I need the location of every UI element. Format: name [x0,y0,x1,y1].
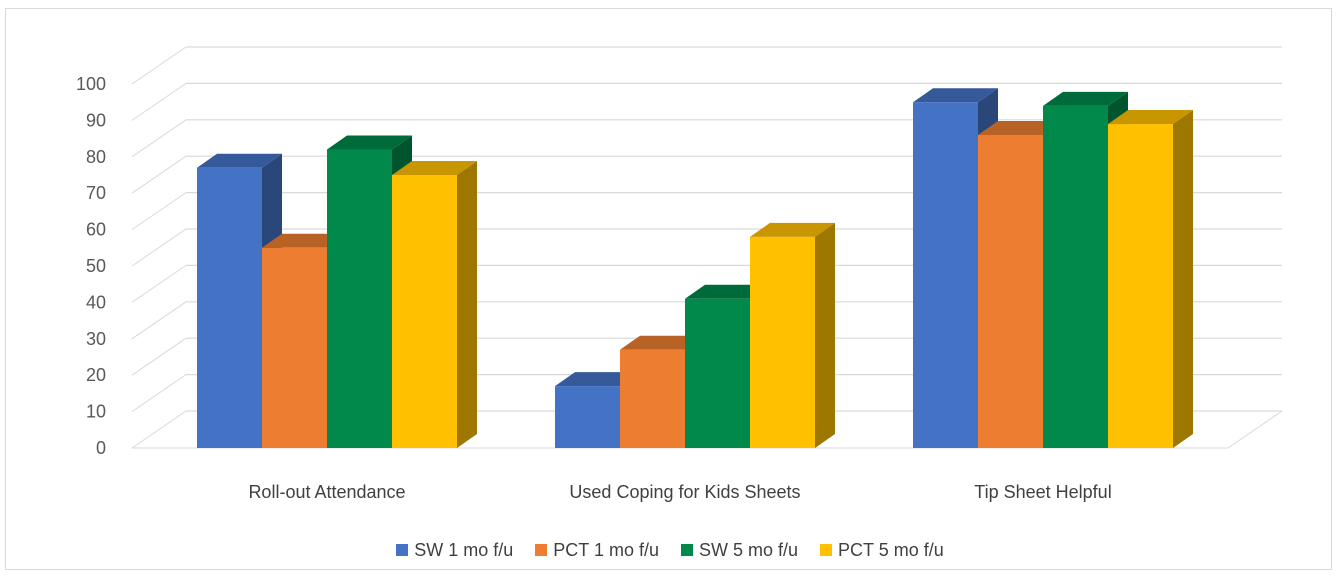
gridline-diagonal [131,264,187,303]
y-tick-label: 90 [86,110,106,130]
gridline-diagonal [131,301,187,340]
bar-top-face [327,135,412,150]
y-tick-label: 100 [76,74,106,94]
legend-swatch [396,544,409,556]
bar [1108,110,1193,448]
legend-label: SW 5 mo f/u [699,539,799,560]
legend-item: SW 1 mo f/u [396,540,513,561]
bar-top-face [197,153,282,168]
bar-front-face [262,247,327,448]
x-category-label: Used Coping for Kids Sheets [569,482,800,502]
y-axis-ticks: 0 10 20 30 40 50 60 70 80 90 100 [76,74,106,458]
bar-top-face [555,372,640,387]
floor-right-edge [1227,410,1283,449]
bar-front-face [1043,105,1108,448]
y-tick-label: 80 [86,147,106,167]
bar [392,161,477,448]
legend-swatch [681,544,693,556]
y-tick-label: 70 [86,183,106,203]
legend-label: PCT 1 mo f/u [553,539,659,560]
bar-front-face [685,298,750,448]
bar-front-face [555,386,620,448]
y-tick-label: 30 [86,329,106,349]
legend-label: PCT 5 mo f/u [838,539,944,560]
bar-top-face [978,120,1063,135]
y-tick-label: 10 [86,402,106,422]
bar-series [197,88,1193,449]
gridline-diagonal [131,410,187,449]
gridline-diagonal [131,46,187,85]
x-category-label: Roll-out Attendance [248,482,405,502]
gridline-diagonal [131,82,187,121]
y-tick-label: 60 [86,220,106,240]
legend-swatch [535,544,548,556]
x-axis-labels: Roll-out Attendance Used Coping for Kids … [248,482,1111,502]
bar-top-face [620,335,705,350]
legend-swatch [820,544,833,556]
bar [750,222,835,448]
legend-item: PCT 5 mo f/u [820,540,944,561]
legend-label: SW 1 mo f/u [414,539,514,560]
y-tick-label: 50 [86,256,106,276]
gridline-diagonal [131,155,187,194]
bar-top-face [685,284,770,299]
bar-front-face [197,167,262,448]
bar-front-face [913,102,978,448]
x-category-label: Tip Sheet Helpful [974,482,1111,502]
bar-top-face [1043,91,1128,106]
bar-front-face [327,149,392,448]
bar-top-face [1108,110,1193,125]
y-tick-label: 0 [96,438,106,458]
bar-side-face [1173,110,1193,448]
bar-front-face [750,236,815,448]
y-tick-label: 40 [86,292,106,312]
gridline-diagonal [131,119,187,158]
y-tick-label: 20 [86,365,106,385]
bar-front-face [978,134,1043,448]
bar-front-face [1108,124,1173,448]
bar-top-face [913,88,998,103]
legend-item: SW 5 mo f/u [681,540,798,561]
bar-side-face [457,161,477,448]
gridline-diagonal [131,192,187,231]
gridline-diagonal [131,337,187,376]
bar-side-face [815,222,835,448]
bar-top-face [392,161,477,175]
gridline-diagonal [131,374,187,413]
bar-front-face [620,349,685,448]
gridline-diagonal [131,228,187,267]
legend: SW 1 mo f/u PCT 1 mo f/u SW 5 mo f/u PCT 5 … [0,536,1340,564]
bar-front-face [392,175,457,448]
bar-top-face [262,233,347,248]
legend-item: PCT 1 mo f/u [535,540,659,561]
bar-top-face [750,222,835,237]
